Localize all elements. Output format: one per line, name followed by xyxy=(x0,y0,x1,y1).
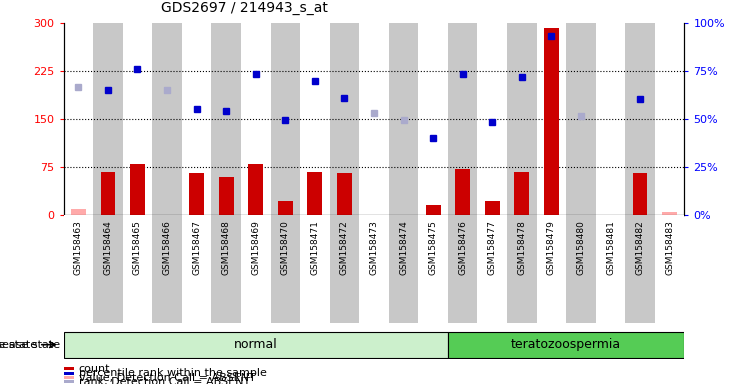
Bar xyxy=(300,215,330,323)
Bar xyxy=(595,23,625,215)
Bar xyxy=(389,23,418,215)
Text: GSM158470: GSM158470 xyxy=(280,220,289,275)
Bar xyxy=(544,28,559,215)
Text: GSM158476: GSM158476 xyxy=(459,220,468,275)
Bar xyxy=(448,332,684,358)
Text: GSM158465: GSM158465 xyxy=(133,220,142,275)
Bar xyxy=(507,23,536,215)
Bar xyxy=(130,164,145,215)
Text: disease state: disease state xyxy=(0,339,60,350)
Bar xyxy=(633,174,648,215)
Bar xyxy=(218,177,233,215)
Bar xyxy=(94,23,123,215)
Bar xyxy=(426,205,441,215)
Bar xyxy=(241,23,271,215)
Text: GSM158482: GSM158482 xyxy=(636,220,645,275)
Bar xyxy=(248,164,263,215)
Text: value, Detection Call = ABSENT: value, Detection Call = ABSENT xyxy=(79,372,256,382)
Bar xyxy=(100,172,115,215)
Text: GSM158477: GSM158477 xyxy=(488,220,497,275)
Bar xyxy=(123,23,153,215)
Bar xyxy=(123,215,153,323)
Bar xyxy=(330,215,359,323)
Bar xyxy=(515,172,529,215)
Text: disease state: disease state xyxy=(0,339,37,350)
Bar xyxy=(485,201,500,215)
Text: GSM158478: GSM158478 xyxy=(518,220,527,275)
Text: GDS2697 / 214943_s_at: GDS2697 / 214943_s_at xyxy=(161,2,328,15)
Bar xyxy=(389,215,418,323)
Bar xyxy=(566,215,595,323)
Text: normal: normal xyxy=(234,338,278,351)
Bar xyxy=(241,215,271,323)
Text: GSM158475: GSM158475 xyxy=(429,220,438,275)
Bar xyxy=(212,23,241,215)
Bar xyxy=(212,215,241,323)
Bar xyxy=(64,23,94,215)
Bar xyxy=(271,23,300,215)
Bar xyxy=(418,215,448,323)
Text: GSM158467: GSM158467 xyxy=(192,220,201,275)
Text: GSM158471: GSM158471 xyxy=(310,220,319,275)
Text: GSM158481: GSM158481 xyxy=(606,220,615,275)
Bar xyxy=(71,209,86,215)
Text: GSM158480: GSM158480 xyxy=(577,220,586,275)
Text: GSM158474: GSM158474 xyxy=(399,220,408,275)
Text: GSM158483: GSM158483 xyxy=(665,220,674,275)
Bar xyxy=(64,332,448,358)
Bar xyxy=(64,215,94,323)
Text: count: count xyxy=(79,364,110,374)
Bar xyxy=(189,174,204,215)
Text: rank, Detection Call = ABSENT: rank, Detection Call = ABSENT xyxy=(79,377,250,384)
Bar xyxy=(278,201,292,215)
Bar xyxy=(477,215,507,323)
Bar xyxy=(300,23,330,215)
Text: GSM158479: GSM158479 xyxy=(547,220,556,275)
Bar xyxy=(64,381,75,383)
Bar xyxy=(182,215,212,323)
Bar xyxy=(625,215,654,323)
Text: GSM158468: GSM158468 xyxy=(221,220,230,275)
Bar xyxy=(507,215,536,323)
Text: percentile rank within the sample: percentile rank within the sample xyxy=(79,368,267,378)
Bar xyxy=(595,215,625,323)
Bar xyxy=(64,367,75,370)
Text: GSM158469: GSM158469 xyxy=(251,220,260,275)
Bar xyxy=(625,23,654,215)
Bar xyxy=(477,23,507,215)
Bar xyxy=(64,372,75,374)
Bar xyxy=(654,23,684,215)
Text: GSM158464: GSM158464 xyxy=(103,220,112,275)
Bar xyxy=(456,169,470,215)
Bar xyxy=(448,23,477,215)
Bar xyxy=(359,215,389,323)
Bar xyxy=(337,174,352,215)
Bar xyxy=(536,215,566,323)
Bar xyxy=(418,23,448,215)
Bar xyxy=(64,376,75,379)
Bar xyxy=(94,215,123,323)
Bar xyxy=(448,215,477,323)
Bar xyxy=(307,172,322,215)
Bar xyxy=(153,215,182,323)
Text: GSM158466: GSM158466 xyxy=(162,220,171,275)
Bar xyxy=(566,23,595,215)
Text: teratozoospermia: teratozoospermia xyxy=(511,338,622,351)
Bar xyxy=(271,215,300,323)
Text: GSM158472: GSM158472 xyxy=(340,220,349,275)
Bar xyxy=(662,212,677,215)
Bar xyxy=(153,23,182,215)
Bar xyxy=(359,23,389,215)
Text: GSM158473: GSM158473 xyxy=(370,220,378,275)
Bar xyxy=(330,23,359,215)
Bar xyxy=(182,23,212,215)
Bar xyxy=(536,23,566,215)
Bar xyxy=(654,215,684,323)
Text: GSM158463: GSM158463 xyxy=(74,220,83,275)
